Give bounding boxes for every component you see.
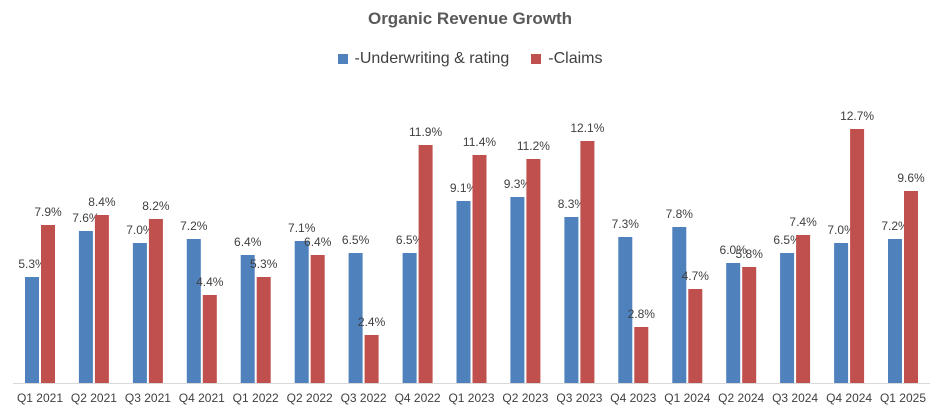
legend-item-underwriting: -Underwriting & rating: [337, 50, 510, 68]
x-tick-label: Q3 2023: [556, 391, 602, 405]
bar-underwriting: [240, 255, 255, 383]
bar-underwriting: [510, 197, 525, 383]
bar-underwriting: [618, 237, 633, 383]
bar-claims: [418, 145, 433, 383]
x-tick-label: Q1 2021: [17, 391, 63, 405]
bar-underwriting: [456, 201, 471, 383]
data-label-underwriting: 9.3%: [504, 177, 532, 191]
x-tick-label: Q2 2022: [287, 391, 333, 405]
x-tick-label: Q3 2022: [341, 391, 387, 405]
bar-underwriting: [294, 241, 309, 383]
bar-underwriting: [726, 263, 741, 383]
data-label-claims: 2.8%: [628, 307, 656, 321]
x-tick-label: Q2 2023: [502, 391, 548, 405]
x-tick-label: Q2 2024: [718, 391, 764, 405]
bar-underwriting: [780, 253, 795, 383]
data-label-claims: 9.6%: [897, 171, 925, 185]
bar-claims: [688, 289, 703, 383]
legend-label-underwriting: -Underwriting & rating: [354, 50, 510, 67]
data-label-claims: 5.3%: [250, 257, 278, 271]
bar-claims: [148, 219, 163, 383]
bar-underwriting: [402, 253, 417, 383]
data-label-underwriting: 7.1%: [288, 221, 316, 235]
data-label-claims: 7.4%: [789, 215, 817, 229]
bar-claims: [526, 159, 541, 383]
data-label-underwriting: 7.0%: [827, 223, 855, 237]
legend-swatch-claims: [531, 54, 542, 64]
data-label-claims: 2.4%: [358, 315, 386, 329]
bar-claims: [580, 141, 595, 383]
data-label-claims: 7.9%: [34, 205, 62, 219]
data-label-claims: 12.7%: [840, 109, 874, 123]
x-tick-label: Q4 2021: [179, 391, 225, 405]
legend-label-claims: -Claims: [548, 50, 603, 67]
bar-claims: [256, 277, 271, 383]
data-label-claims: 5.8%: [736, 247, 764, 261]
data-label-underwriting: 7.6%: [72, 211, 100, 225]
bar-claims: [796, 235, 811, 383]
data-label-underwriting: 7.3%: [612, 217, 640, 231]
x-tick-label: Q2 2021: [71, 391, 117, 405]
x-tick-label: Q4 2022: [395, 391, 441, 405]
bar-underwriting: [132, 243, 147, 383]
data-label-claims: 11.4%: [463, 135, 496, 149]
bar-claims: [310, 255, 325, 383]
bar-underwriting: [834, 243, 849, 383]
bar-underwriting: [672, 227, 687, 383]
x-tick-label: Q3 2024: [772, 391, 818, 405]
x-tick-label: Q3 2021: [125, 391, 171, 405]
bar-underwriting: [78, 231, 93, 383]
data-label-underwriting: 9.1%: [450, 181, 478, 195]
bar-underwriting: [186, 239, 201, 383]
bar-underwriting: [348, 253, 363, 383]
x-tick-label: Q1 2022: [233, 391, 279, 405]
bar-claims: [634, 327, 649, 383]
data-label-underwriting: 7.2%: [180, 219, 208, 233]
x-tick-label: Q1 2024: [664, 391, 710, 405]
x-tick-label: Q1 2023: [448, 391, 494, 405]
data-label-underwriting: 6.5%: [773, 233, 801, 247]
data-label-underwriting: 7.2%: [881, 219, 909, 233]
data-label-claims: 11.9%: [409, 125, 442, 139]
bar-underwriting: [564, 217, 579, 383]
bar-claims: [904, 191, 918, 383]
bar-claims: [850, 129, 865, 383]
legend-swatch-underwriting: [337, 54, 348, 64]
data-label-underwriting: 8.3%: [558, 197, 586, 211]
bar-underwriting: [25, 277, 39, 383]
data-label-underwriting: 5.3%: [18, 257, 46, 271]
bar-claims: [202, 295, 217, 383]
bar-claims: [472, 155, 487, 383]
data-label-claims: 8.2%: [142, 199, 170, 213]
chart-title: Organic Revenue Growth: [367, 9, 573, 28]
data-label-claims: 8.4%: [88, 195, 116, 209]
data-label-claims: 4.4%: [196, 275, 224, 289]
bar-underwriting: [888, 239, 902, 383]
data-label-claims: 6.4%: [304, 235, 332, 249]
data-label-underwriting: 6.0%: [720, 243, 748, 257]
chart-legend: -Underwriting & rating -Claims: [0, 50, 940, 68]
bar-claims: [94, 215, 109, 383]
legend-item-claims: -Claims: [531, 50, 602, 68]
data-label-claims: 12.1%: [570, 121, 604, 135]
bar-claims: [41, 225, 55, 383]
data-label-claims: 11.2%: [517, 139, 550, 153]
x-tick-label: Q1 2025: [880, 391, 926, 405]
data-label-underwriting: 7.8%: [666, 207, 694, 221]
data-label-underwriting: 6.4%: [234, 235, 262, 249]
x-tick-label: Q4 2023: [610, 391, 656, 405]
bar-claims: [364, 335, 379, 383]
bar-claims: [742, 267, 757, 383]
data-label-underwriting: 7.0%: [126, 223, 154, 237]
data-label-underwriting: 6.5%: [396, 233, 424, 247]
data-label-underwriting: 6.5%: [342, 233, 370, 247]
data-label-claims: 4.7%: [682, 269, 710, 283]
x-tick-label: Q4 2024: [826, 391, 872, 405]
